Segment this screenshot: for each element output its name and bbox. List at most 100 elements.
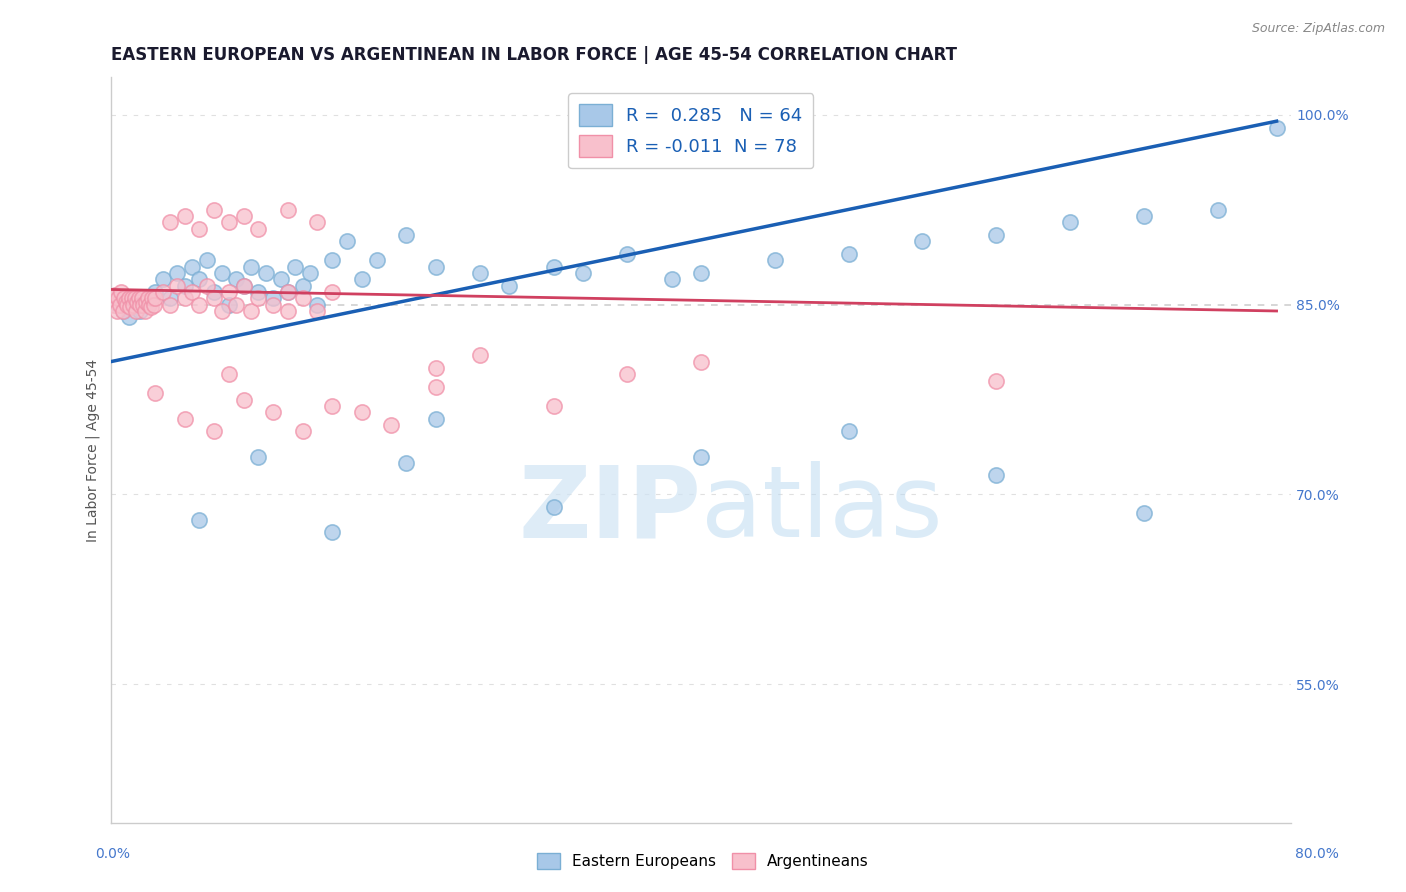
Point [277,285,299,299]
Point [218,215,240,229]
Point [173,411,195,425]
Point [380,417,402,432]
Point [112,291,135,305]
Point [105,304,128,318]
Point [166,278,188,293]
Point [661,272,683,286]
Point [129,298,152,312]
Point [152,272,174,286]
Point [188,298,211,312]
Point [127,298,149,312]
Point [159,291,181,305]
Point [218,368,240,382]
Point [136,298,159,312]
Text: 80.0%: 80.0% [1295,847,1339,861]
Point [838,247,860,261]
Point [425,411,447,425]
Point [616,247,638,261]
Point [124,291,146,305]
Legend: R =  0.285   N = 64, R = -0.011  N = 78: R = 0.285 N = 64, R = -0.011 N = 78 [568,94,813,168]
Point [307,215,329,229]
Text: atlas: atlas [702,461,943,558]
Point [181,285,204,299]
Point [114,291,136,305]
Point [173,278,195,293]
Text: EASTERN EUROPEAN VS ARGENTINEAN IN LABOR FORCE | AGE 45-54 CORRELATION CHART: EASTERN EUROPEAN VS ARGENTINEAN IN LABOR… [111,46,957,64]
Point [111,304,134,318]
Point [616,368,638,382]
Point [166,266,188,280]
Point [366,253,388,268]
Point [247,450,270,464]
Point [152,285,174,299]
Legend: Eastern Europeans, Argentineans: Eastern Europeans, Argentineans [531,847,875,875]
Point [321,399,343,413]
Point [262,298,284,312]
Point [173,209,195,223]
Point [142,298,165,312]
Point [127,295,149,310]
Point [240,260,263,274]
Point [135,295,157,310]
Point [350,405,373,419]
Point [291,424,314,438]
Point [143,386,166,401]
Point [159,298,181,312]
Point [122,298,145,312]
Point [195,253,218,268]
Point [284,260,307,274]
Point [218,298,240,312]
Point [173,291,195,305]
Point [350,272,373,286]
Point [690,266,713,280]
Point [277,202,299,217]
Point [114,295,136,310]
Point [277,285,299,299]
Point [572,266,595,280]
Point [307,304,329,318]
Point [143,291,166,305]
Point [232,392,254,407]
Point [132,298,155,312]
Point [128,291,150,305]
Point [254,266,277,280]
Point [247,291,270,305]
Point [247,221,270,235]
Point [143,285,166,299]
Point [763,253,786,268]
Point [225,298,247,312]
Y-axis label: In Labor Force | Age 45-54: In Labor Force | Age 45-54 [86,359,100,541]
Point [690,354,713,368]
Point [225,272,247,286]
Point [498,278,520,293]
Point [1059,215,1081,229]
Point [277,304,299,318]
Point [202,424,225,438]
Point [299,266,322,280]
Point [108,298,131,312]
Point [232,278,254,293]
Point [101,291,124,305]
Point [211,304,233,318]
Point [986,374,1008,388]
Point [543,500,565,515]
Point [232,278,254,293]
Point [336,235,359,249]
Point [121,291,143,305]
Point [395,228,418,243]
Point [291,278,314,293]
Text: Source: ZipAtlas.com: Source: ZipAtlas.com [1251,22,1385,36]
Point [125,304,148,318]
Point [195,278,218,293]
Point [107,291,129,305]
Point [110,285,132,299]
Point [468,266,491,280]
Point [262,405,284,419]
Point [141,291,163,305]
Point [395,456,418,470]
Point [104,291,127,305]
Point [321,253,343,268]
Point [307,298,329,312]
Point [425,380,447,394]
Point [117,291,139,305]
